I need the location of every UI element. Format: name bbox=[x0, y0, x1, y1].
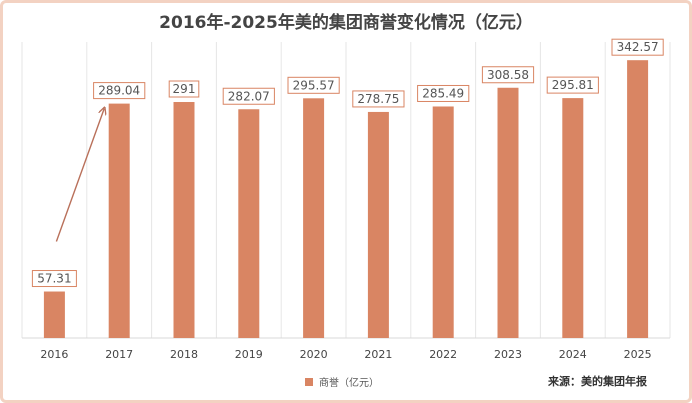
data-label-2020: 295.57 bbox=[293, 78, 335, 92]
tick-label-2016: 2016 bbox=[40, 348, 68, 361]
data-label-box bbox=[352, 90, 405, 108]
data-label-2017: 289.04 bbox=[98, 84, 140, 98]
tick-label-2024: 2024 bbox=[559, 348, 587, 361]
data-label-box bbox=[417, 84, 470, 102]
data-label-box bbox=[287, 76, 340, 94]
data-label-box bbox=[222, 87, 275, 105]
growth-arrow bbox=[55, 109, 104, 242]
chart-title: 2016年-2025年美的集团商誉变化情况（亿元） bbox=[159, 13, 533, 33]
data-label-box bbox=[93, 82, 146, 100]
bar-2016 bbox=[43, 291, 65, 338]
bar-2019 bbox=[238, 109, 260, 338]
bar-2020 bbox=[303, 98, 325, 339]
bar-2025 bbox=[627, 60, 649, 338]
tick-label-2023: 2023 bbox=[494, 348, 522, 361]
data-label-box bbox=[168, 80, 200, 98]
tick-label-2019: 2019 bbox=[235, 348, 263, 361]
tick-label-2021: 2021 bbox=[364, 348, 392, 361]
legend-label: 商誉（亿元） bbox=[319, 378, 379, 389]
data-label-2019: 282.07 bbox=[228, 89, 270, 103]
bar-2024 bbox=[562, 98, 584, 338]
data-label-2023: 308.58 bbox=[487, 68, 529, 82]
data-label-2021: 278.75 bbox=[357, 92, 399, 106]
data-label-2018: 291 bbox=[173, 82, 196, 96]
data-label-2022: 285.49 bbox=[422, 86, 464, 100]
tick-label-2017: 2017 bbox=[105, 348, 133, 361]
data-label-2016: 57.31 bbox=[37, 272, 71, 286]
bar-2021 bbox=[367, 111, 389, 338]
bar-2022 bbox=[432, 106, 454, 338]
bar-2023 bbox=[497, 87, 519, 338]
bar-2017 bbox=[108, 103, 130, 339]
legend: 商誉（亿元） bbox=[305, 374, 379, 389]
source-note: 来源：美的集团年报 bbox=[548, 375, 647, 388]
data-label-box bbox=[481, 66, 535, 84]
data-label-box bbox=[546, 76, 599, 94]
data-label-2025: 342.57 bbox=[617, 40, 659, 54]
tick-label-2020: 2020 bbox=[300, 348, 328, 361]
data-label-box bbox=[31, 270, 77, 288]
data-label-box bbox=[611, 38, 664, 56]
legend-swatch bbox=[305, 377, 313, 386]
data-label-2024: 295.81 bbox=[552, 78, 594, 92]
tick-label-2025: 2025 bbox=[624, 348, 652, 361]
bar-2018 bbox=[173, 102, 195, 338]
tick-label-2018: 2018 bbox=[170, 348, 198, 361]
tick-label-2022: 2022 bbox=[429, 348, 457, 361]
